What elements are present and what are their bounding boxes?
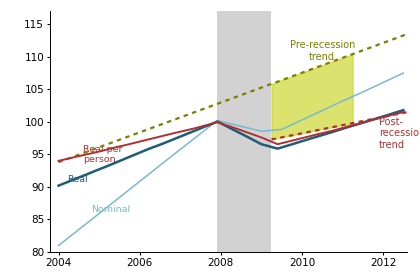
Text: Real: Real <box>67 175 87 184</box>
Text: Pre-recession
trend: Pre-recession trend <box>289 41 355 62</box>
Y-axis label: Index: Index <box>0 0 30 2</box>
Text: Nominal: Nominal <box>91 205 130 214</box>
Text: Real per
person: Real per person <box>83 144 122 164</box>
Bar <box>218 11 271 252</box>
Text: Post-
recession
trend: Post- recession trend <box>379 117 420 150</box>
